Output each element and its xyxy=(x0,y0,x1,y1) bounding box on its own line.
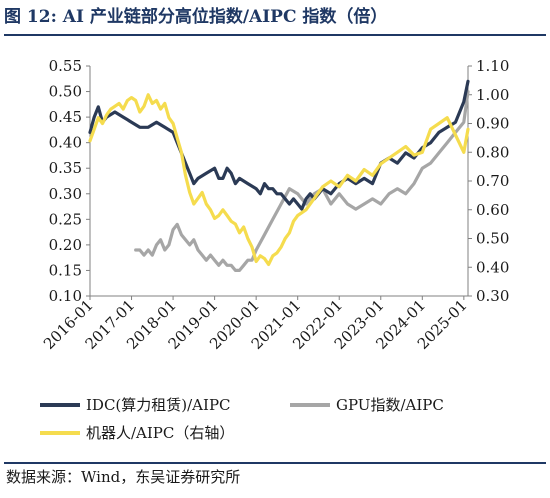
legend-label-gpu: GPU指数/AIPC xyxy=(336,396,444,414)
left-tick-label: 0.10 xyxy=(49,287,82,305)
right-tick-label: 0.30 xyxy=(476,287,509,305)
right-tick-label: 0.60 xyxy=(476,201,509,219)
legend-item-idc: IDC(算力租赁)/AIPC xyxy=(40,394,231,415)
right-tick-label: 1.00 xyxy=(476,86,509,104)
title-bar xyxy=(4,4,546,36)
left-tick-label: 0.25 xyxy=(49,210,82,228)
legend-swatch-robot xyxy=(40,430,80,435)
series-line-robot xyxy=(88,93,470,266)
left-tick-label: 0.55 xyxy=(49,57,82,75)
left-axis: 0.10 0.15 0.20 0.25 0.30 0.35 0.40 0.45 0.50 0.55 xyxy=(49,57,91,305)
right-tick-label: 0.50 xyxy=(476,230,509,248)
left-tick-label: 0.40 xyxy=(49,134,82,152)
left-tick-label: 0.20 xyxy=(49,236,82,254)
figure-title: 图 12: AI 产业链部分高位指数/AIPC 指数（倍） xyxy=(4,7,388,27)
right-tick-label: 1.10 xyxy=(476,57,509,75)
right-axis: 0.30 0.40 0.50 0.60 0.70 0.80 0.90 1.00 1.10 xyxy=(467,57,509,305)
legend-swatch-gpu xyxy=(290,402,330,407)
legend-swatch-idc xyxy=(40,402,80,407)
left-tick-label: 0.15 xyxy=(49,261,82,279)
right-tick-label: 0.70 xyxy=(476,172,509,190)
source-note: 数据来源：Wind，东吴证券研究所 xyxy=(6,468,241,486)
legend-item-gpu: GPU指数/AIPC xyxy=(290,394,444,415)
series-line-gpu xyxy=(134,89,470,272)
left-tick-label: 0.30 xyxy=(49,185,82,203)
legend: IDC(算力租赁)/AIPC GPU指数/AIPC 机器人/AIPC（右轴） xyxy=(0,388,550,448)
legend-item-robot: 机器人/AIPC（右轴） xyxy=(40,422,234,443)
right-tick-label: 0.90 xyxy=(476,115,509,133)
left-tick-label: 0.50 xyxy=(49,83,82,101)
x-axis: 2016-012017-012018-012019-012020-012021-… xyxy=(40,295,471,353)
right-tick-label: 0.40 xyxy=(476,258,509,276)
left-tick-label: 0.35 xyxy=(49,159,82,177)
chart-area: 0.10 0.15 0.20 0.25 0.30 0.35 0.40 0.45 0.50 0.55… xyxy=(40,57,509,353)
series-layer xyxy=(88,79,470,272)
legend-label-idc: IDC(算力租赁)/AIPC xyxy=(86,396,231,414)
legend-label-robot: 机器人/AIPC（右轴） xyxy=(86,424,235,442)
right-tick-label: 0.80 xyxy=(476,143,509,161)
source-divider xyxy=(4,462,546,464)
left-tick-label: 0.45 xyxy=(49,108,82,126)
